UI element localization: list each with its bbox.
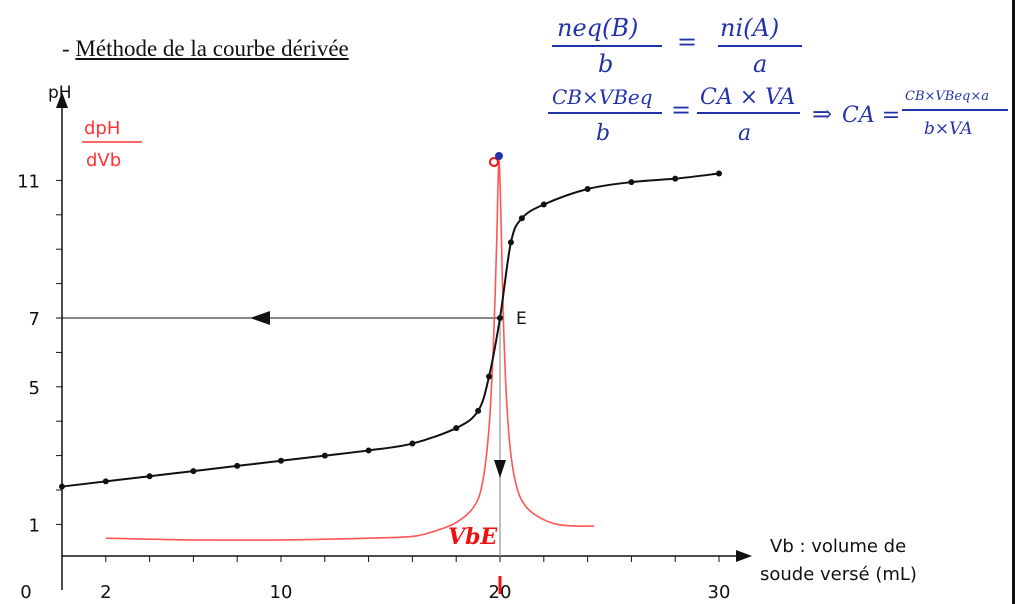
ph-curve (61, 172, 720, 488)
formula2-result-num: CB×VBeq×a (905, 89, 989, 104)
formula2-eq: = (671, 96, 691, 124)
formula2-result-lhs: CA = (842, 103, 900, 128)
derivative-curve (105, 160, 595, 541)
down-arrow-icon (494, 460, 506, 478)
formula1-right-num: ni(A) (720, 14, 779, 42)
ph-data-point (59, 483, 65, 490)
y2-axis-label-num: dpH (84, 118, 120, 139)
ph-data-point (321, 452, 328, 459)
ph-data-point (584, 186, 591, 192)
formula1-right-den: a (753, 50, 767, 78)
section-heading: - Méthode de la courbe dérivée (62, 36, 349, 62)
y-tick-label: 1 (29, 515, 40, 536)
formula2-result-den: b×VA (924, 119, 973, 139)
ph-data-point (507, 239, 514, 246)
handwritten-formulas: neq(B) b = ni(A) a CB×VBeq b = CA × VA a… (548, 14, 1008, 146)
ph-data-point (278, 457, 284, 464)
ph-data-point (518, 215, 525, 222)
formula2-left-num: CB×VBeq (552, 85, 653, 109)
formula1-eq: = (677, 28, 697, 56)
ph-data-point (497, 315, 503, 321)
page-right-border (1012, 0, 1015, 604)
axis-ticks (56, 179, 720, 562)
y-tick-label: 5 (29, 378, 40, 399)
formula1-left-den: b (598, 50, 613, 78)
x-tick-label: 10 (270, 582, 293, 603)
y-axis-arrow-icon (56, 92, 68, 108)
y-axis-label: pH (48, 83, 72, 103)
vbe-label: VbE (448, 524, 498, 550)
ph-data-point (486, 373, 493, 380)
formula1-left-num: neq(B) (557, 14, 638, 42)
ph-data-point (365, 447, 372, 454)
ph-data-point (409, 440, 416, 447)
formula2-right-den: a (738, 121, 751, 146)
x-axis-label-line1: Vb : volume de (770, 536, 906, 557)
formula2-left-den: b (596, 121, 610, 146)
ph-data-point (628, 179, 635, 186)
ph-data-point (716, 170, 722, 177)
ph-data-point (102, 478, 109, 485)
tick-labels: 0210203015711 (17, 171, 730, 603)
x-axis-label-line2: soude versé (mL) (760, 564, 917, 585)
x-axis-arrow-icon (736, 550, 752, 562)
y2-axis-label-den: dVb (86, 150, 121, 171)
formula2-right-num: CA × VA (700, 85, 795, 110)
x-tick-label: 2 (100, 582, 111, 603)
ph-data-point (475, 407, 482, 414)
equivalence-point-label: E (516, 309, 527, 329)
y-tick-label: 7 (29, 309, 40, 330)
peak-mark (489, 157, 499, 167)
ph-data-point (453, 425, 460, 432)
ph-data-points (59, 170, 722, 490)
heading-title: Méthode de la courbe dérivée (75, 36, 349, 61)
heading-dash: - (62, 36, 70, 61)
y-tick-label: 11 (17, 171, 40, 192)
ph-data-point (672, 175, 679, 182)
x-tick-label: 0 (20, 582, 31, 603)
left-arrow-icon (250, 311, 270, 325)
x-tick-label: 30 (708, 582, 731, 603)
ph-data-point (146, 473, 153, 480)
ph-data-point (234, 462, 241, 469)
peak-dot (495, 152, 503, 160)
formula2-implies: ⇒ (812, 100, 832, 128)
ph-data-point (190, 468, 197, 475)
ph-data-point (540, 201, 547, 208)
